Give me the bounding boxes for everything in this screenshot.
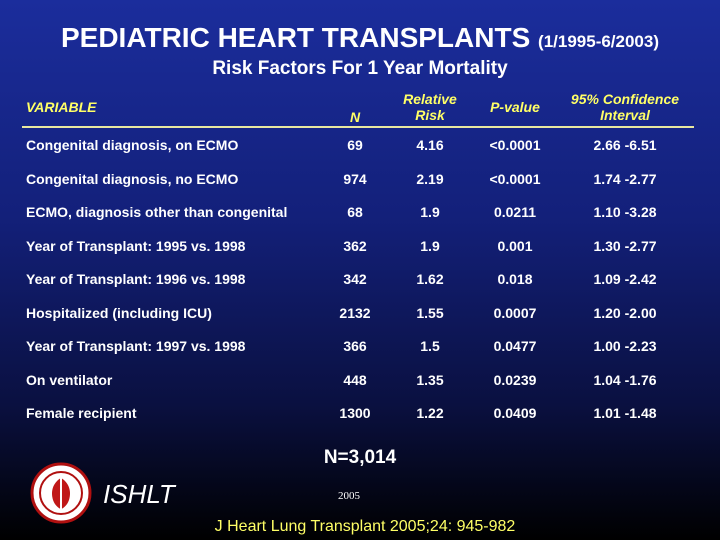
table-cell: 1.22 xyxy=(416,405,444,421)
table-cell: 0.0477 xyxy=(493,338,537,354)
table-cell: 0.0007 xyxy=(493,304,537,321)
citation: J Heart Lung Transplant 2005;24: 945-982 xyxy=(214,518,516,535)
table-cell: 448 xyxy=(343,371,367,388)
table-cell: 362 xyxy=(343,237,367,254)
table-cell: 0.0211 xyxy=(493,204,537,220)
column-header: Relative Risk xyxy=(403,91,457,123)
subtitle: Risk Factors For 1 Year Mortality xyxy=(212,58,508,79)
table-cell: 974 xyxy=(343,170,367,187)
table-cell: <0.0001 xyxy=(489,137,541,153)
table-cell: 1.09 -2.42 xyxy=(593,271,657,287)
header-rule xyxy=(22,126,694,128)
table-cell: ECMO, diagnosis other than congenital xyxy=(26,204,288,220)
table-cell: 1.01 -1.48 xyxy=(593,405,657,421)
table-cell: 2.66 -6.51 xyxy=(593,137,657,153)
table-cell: On ventilator xyxy=(26,371,113,388)
title-suffix: (1/1995-6/2003) xyxy=(538,32,660,51)
table-cell: Year of Transplant: 1997 vs. 1998 xyxy=(26,338,246,354)
logo xyxy=(30,462,92,524)
year: 2005 xyxy=(338,490,360,502)
table-cell: 1.10 -3.28 xyxy=(593,204,657,220)
table-cell: 1.74 -2.77 xyxy=(593,170,657,187)
table-cell: 69 xyxy=(347,137,363,153)
table-cell: 1.30 -2.77 xyxy=(593,237,657,254)
organization: ISHLT xyxy=(103,479,175,509)
table-cell: 1.62 xyxy=(416,271,444,287)
title: PEDIATRIC HEART TRANSPLANTS xyxy=(60,22,531,53)
table-cell: 1.35 xyxy=(416,371,444,388)
table-cell: 1.00 -2.23 xyxy=(593,338,657,354)
table-cell: 0.018 xyxy=(497,271,533,287)
table-cell: 1.20 -2.00 xyxy=(593,304,657,321)
table-cell: 0.0239 xyxy=(493,371,537,388)
table-cell: 68 xyxy=(347,204,363,220)
table-cell: Year of Transplant: 1995 vs. 1998 xyxy=(26,237,246,254)
total-n: N=3,014 xyxy=(323,447,397,468)
table-cell: 0.0409 xyxy=(493,405,537,421)
table-cell: 2.19 xyxy=(416,170,444,187)
table-cell: 4.16 xyxy=(416,137,444,153)
table-cell: Year of Transplant: 1996 vs. 1998 xyxy=(26,271,246,287)
table-cell: 1.9 xyxy=(420,204,440,220)
table-cell: 1.9 xyxy=(420,237,440,254)
table-cell: Congenital diagnosis, on ECMO xyxy=(26,137,239,153)
column-header: 95% Confidence Interval xyxy=(570,91,680,123)
table-cell: 366 xyxy=(343,338,367,354)
table-cell: Congenital diagnosis, no ECMO xyxy=(26,170,239,187)
table-cell: 0.001 xyxy=(497,237,533,254)
column-header: VARIABLE xyxy=(26,99,97,115)
table-cell: 1300 xyxy=(339,405,371,421)
column-header: P-value xyxy=(490,99,540,115)
table-cell: 1.04 -1.76 xyxy=(593,371,657,388)
table-cell: 2132 xyxy=(339,304,371,321)
column-header: N xyxy=(349,109,361,125)
table-cell: <0.0001 xyxy=(489,170,541,187)
table-cell: 1.5 xyxy=(420,338,440,354)
table-cell: Hospitalized (including ICU) xyxy=(26,304,212,321)
table-cell: 1.55 xyxy=(416,304,444,321)
title-line: PEDIATRIC HEART TRANSPLANTS (1/1995-6/20… xyxy=(0,22,720,54)
table-cell: 342 xyxy=(343,271,367,287)
table-cell: Female recipient xyxy=(26,405,137,421)
